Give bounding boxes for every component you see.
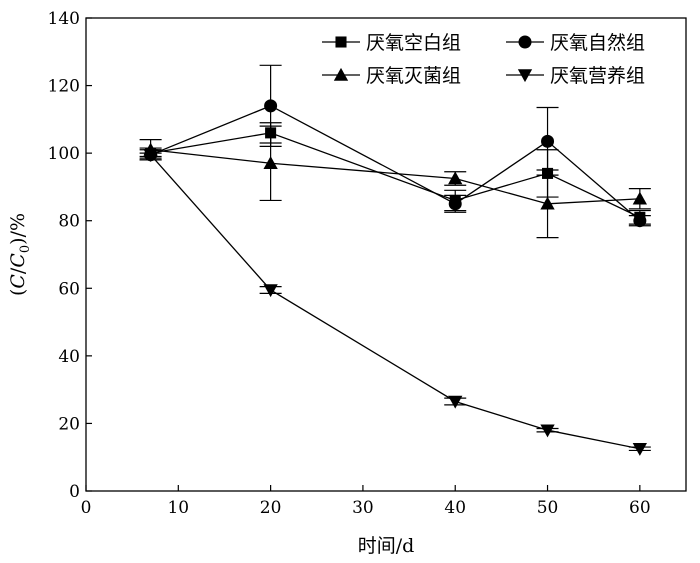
plot-frame (85, 17, 687, 492)
legend-marker (518, 35, 532, 49)
data-point (540, 196, 555, 210)
series-layer (139, 64, 651, 456)
data-point (263, 284, 278, 298)
data-point (448, 171, 463, 185)
data-point (448, 395, 463, 409)
data-point (541, 134, 555, 148)
x-axis-label: 时间/d (358, 535, 415, 557)
x-tick-label: 10 (167, 498, 189, 518)
data-point (632, 191, 647, 205)
x-tick-label: 30 (352, 498, 374, 518)
y-tick-label: 140 (48, 9, 80, 29)
series-line (150, 154, 640, 450)
legend-label: 厌氧灭菌组 (366, 65, 461, 87)
y-tick-label: 80 (58, 212, 80, 232)
data-point (263, 156, 278, 169)
data-point (448, 197, 462, 211)
series-3 (139, 125, 651, 239)
y-axis-label: (C/C0)/% (7, 213, 33, 296)
legend-entry-2: 厌氧自然组 (506, 32, 645, 54)
plot-axes: 0 10 20 30 40 50 60 0 20 40 60 80 100 120 140 (48, 9, 687, 518)
x-tick-label: 40 (444, 498, 466, 518)
legend-marker (517, 69, 533, 83)
data-point (264, 99, 278, 113)
y-tick-label: 120 (48, 77, 80, 97)
legend-entry-4: 厌氧营养组 (506, 65, 645, 87)
legend-marker (335, 36, 347, 48)
legend-entry-1: 厌氧空白组 (322, 32, 461, 54)
x-tick-label: 60 (629, 498, 651, 518)
y-tick-label: 20 (58, 414, 80, 434)
x-tick-label: 50 (537, 498, 559, 518)
x-tick-label: 0 (81, 498, 92, 518)
data-point (540, 424, 555, 438)
legend-label: 厌氧自然组 (550, 32, 645, 54)
series-4 (139, 149, 651, 456)
y-tick-label: 60 (58, 279, 80, 299)
legend-label: 厌氧空白组 (366, 32, 461, 54)
series-line (150, 132, 641, 218)
series-line (150, 105, 641, 222)
data-point (633, 214, 647, 228)
x-tick-label: 20 (260, 498, 282, 518)
legend-entry-3: 厌氧灭菌组 (322, 65, 461, 87)
y-tick-label: 100 (48, 144, 80, 164)
y-tick-label: 0 (69, 482, 80, 502)
data-point (632, 443, 647, 456)
legend-marker (333, 67, 349, 81)
y-tick-label: 40 (58, 347, 80, 367)
legend-label: 厌氧营养组 (550, 65, 645, 87)
data-point (143, 149, 158, 162)
